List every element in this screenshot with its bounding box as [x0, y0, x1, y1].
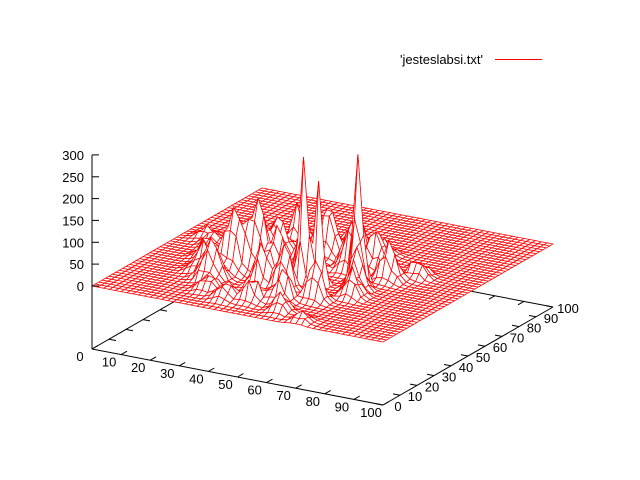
x-tick-label: 90 — [335, 399, 349, 414]
x-tick-label: 100 — [360, 405, 382, 420]
tick-labels: 0 10 20 30 40 50 60 70 80 90 100 010203040506070809… — [62, 148, 579, 420]
x-tick-label: 20 — [131, 360, 145, 375]
x-tick-label: 60 — [247, 383, 261, 398]
y-tick-label: 90 — [544, 311, 558, 326]
z-tick-label: 300 — [62, 148, 84, 163]
y-tick-label: 20 — [425, 379, 439, 394]
y-tick-label: 60 — [493, 340, 507, 355]
z-tick-label: 250 — [62, 170, 84, 185]
legend: 'jesteslabsi.txt' — [400, 52, 542, 67]
z-tick-label: 0 — [77, 279, 84, 294]
x-tick-label: 30 — [160, 366, 174, 381]
y-tick-label: 70 — [510, 330, 524, 345]
x-tick-label: 70 — [276, 388, 290, 403]
z-tick-label: 200 — [62, 192, 84, 207]
y-tick-label: 50 — [476, 350, 490, 365]
surface-mesh — [90, 154, 555, 343]
legend-series-label: 'jesteslabsi.txt' — [400, 52, 483, 67]
y-tick-label: 100 — [557, 301, 579, 316]
x-tick-label: 80 — [306, 394, 320, 409]
y-tick-label: 30 — [442, 370, 456, 385]
y-tick-label: 40 — [459, 360, 473, 375]
z-tick-label: 50 — [70, 257, 84, 272]
z-tick-label: 150 — [62, 213, 84, 228]
y-tick-label: 80 — [527, 321, 541, 336]
x-tick-label: 40 — [189, 371, 203, 386]
x-tick-label: 0 — [76, 349, 83, 364]
x-tick-label: 10 — [102, 355, 116, 370]
x-tick-label: 50 — [218, 377, 232, 392]
legend-line-sample-icon — [495, 59, 542, 60]
y-tick-label: 10 — [408, 389, 422, 404]
z-tick-label: 100 — [62, 235, 84, 250]
y-tick-label: 0 — [394, 399, 401, 414]
axes — [91, 154, 554, 406]
